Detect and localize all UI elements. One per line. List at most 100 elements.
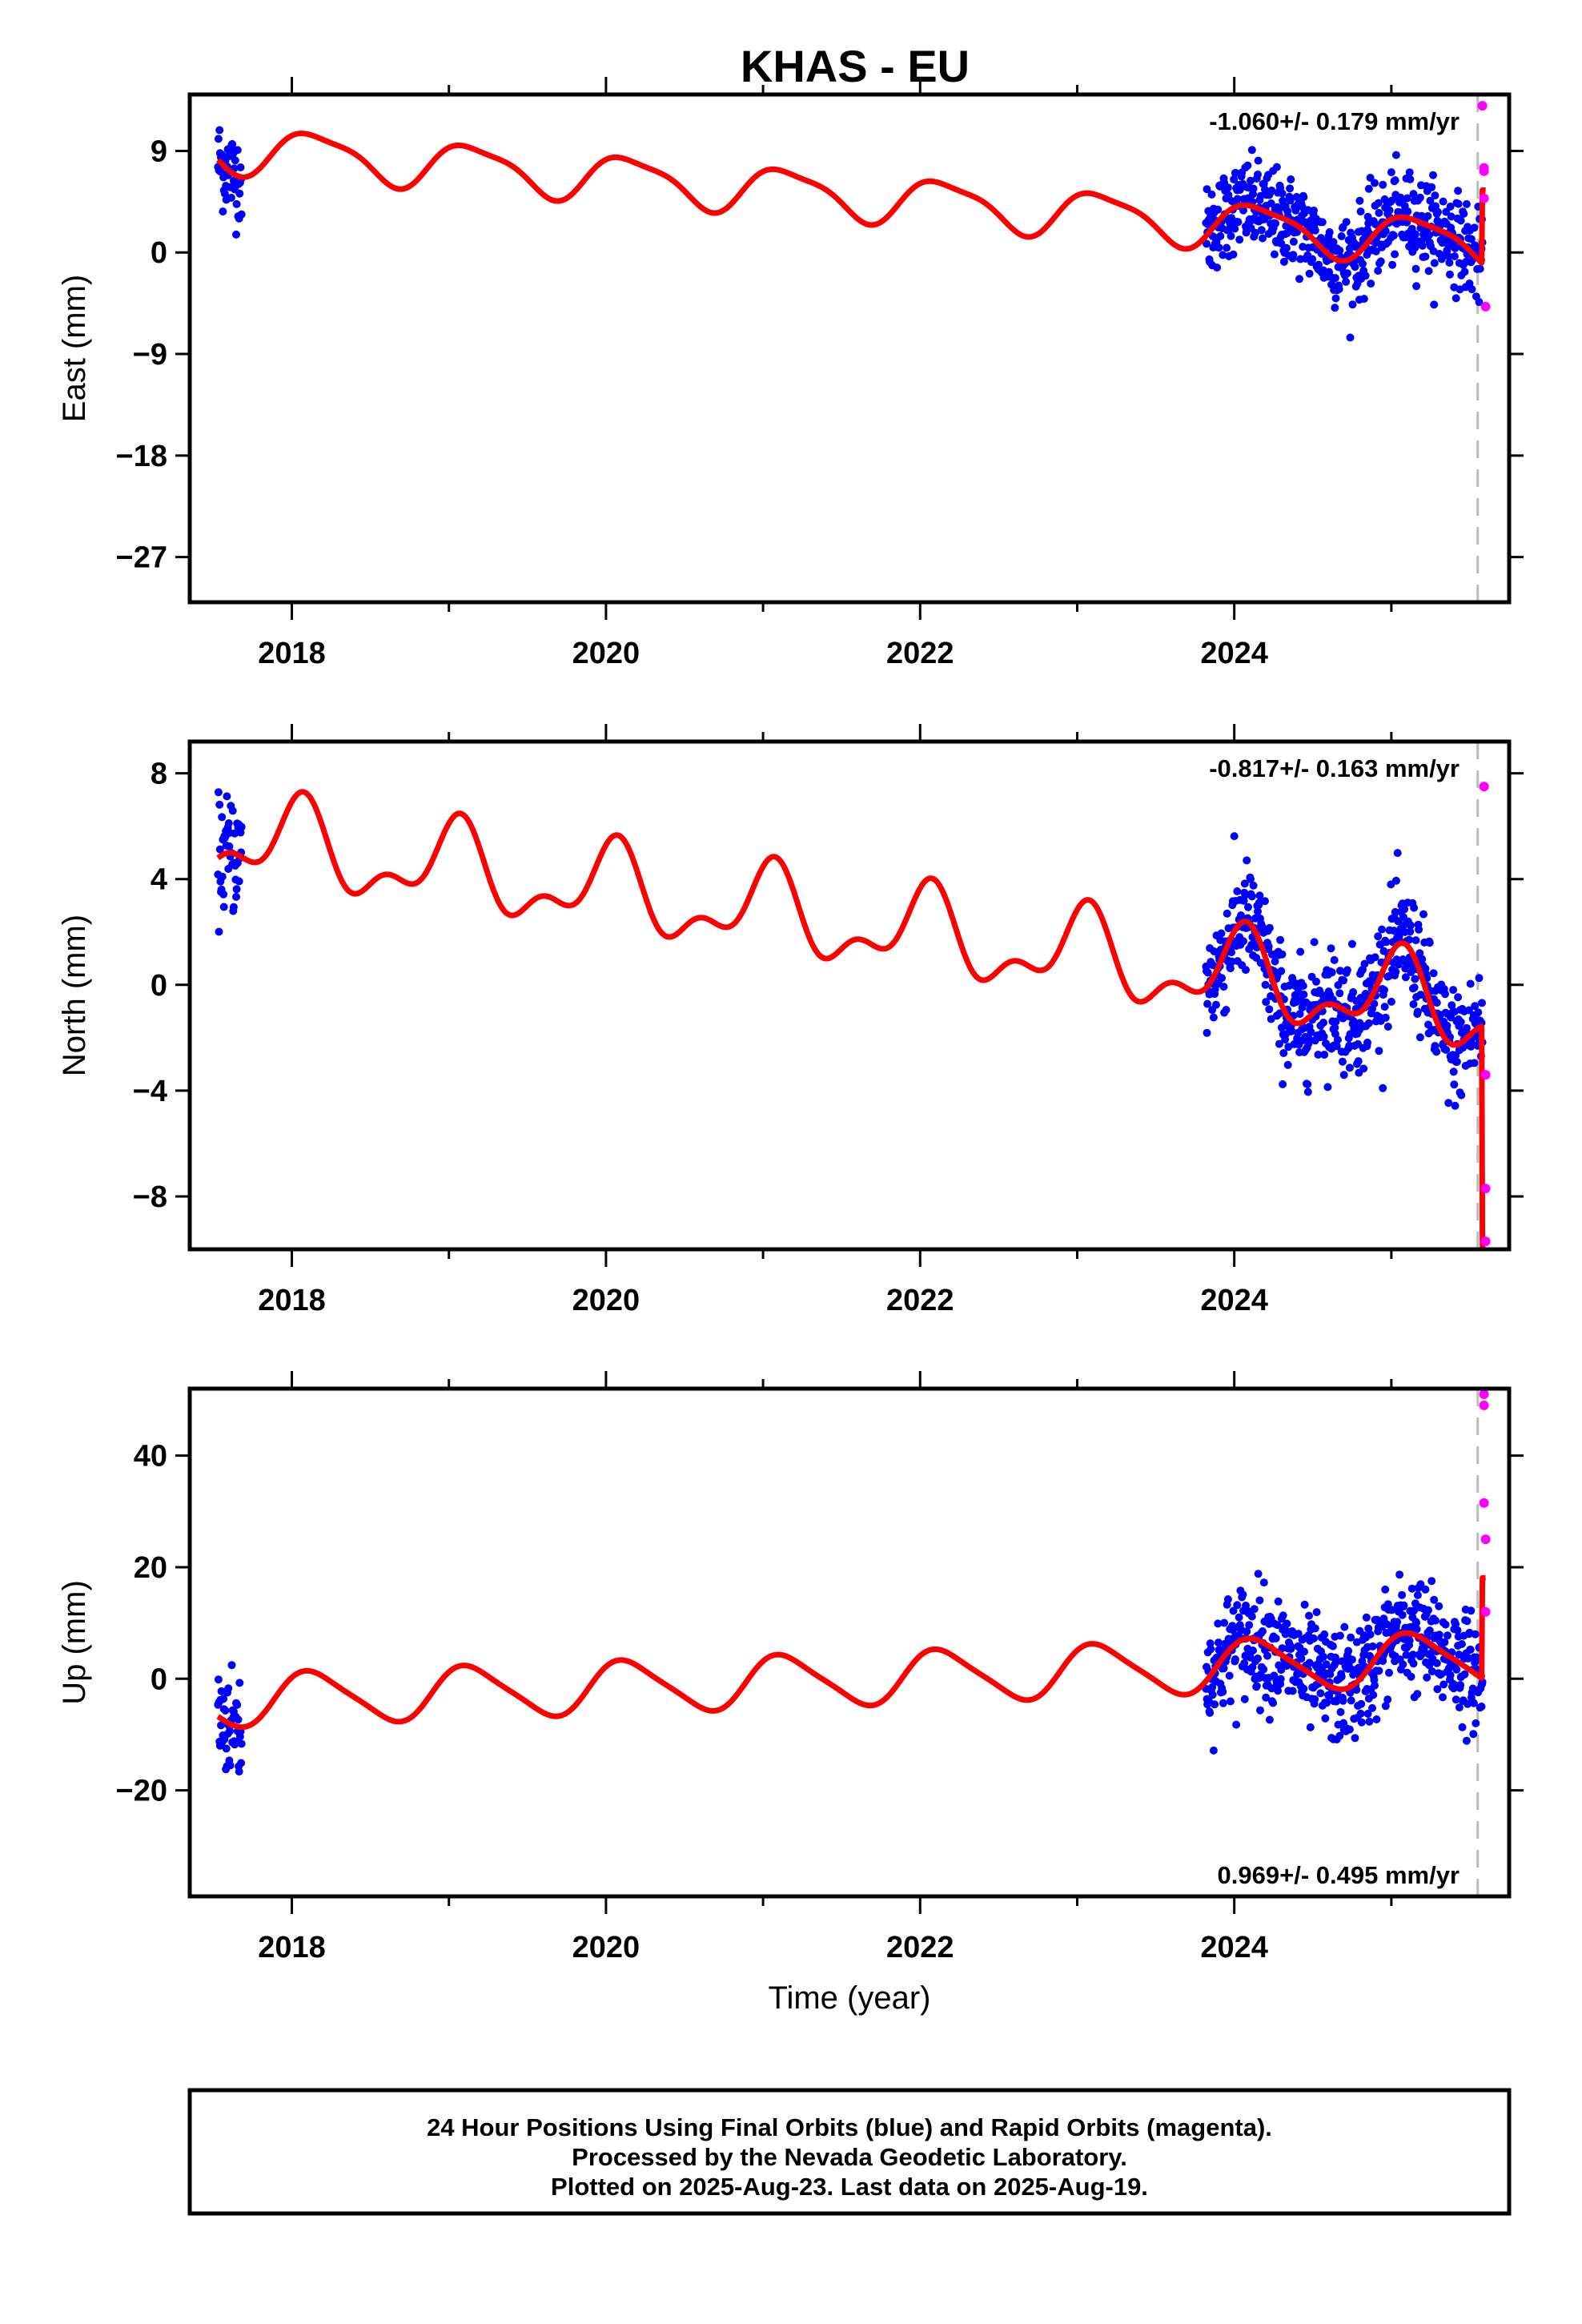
rate-annotation: -0.817+/- 0.163 mm/yr	[1209, 754, 1460, 782]
final-orbit-point	[1444, 1099, 1453, 1108]
final-orbit-point	[1412, 1618, 1421, 1627]
final-orbit-point	[1374, 932, 1383, 941]
final-orbit-point	[1331, 1017, 1340, 1026]
final-orbit-point	[1449, 986, 1458, 995]
final-orbit-point	[1383, 1023, 1392, 1031]
final-orbit-point	[1471, 1002, 1480, 1011]
final-orbit-point	[1387, 168, 1395, 177]
final-orbit-point	[1218, 974, 1227, 983]
final-orbit-point	[1400, 905, 1409, 914]
final-orbit-point	[1337, 232, 1346, 240]
final-orbit-point	[1310, 206, 1318, 215]
final-orbit-point	[1292, 193, 1301, 201]
final-orbit-point	[1310, 1634, 1318, 1642]
final-orbit-point	[235, 877, 243, 886]
final-orbit-point	[1389, 927, 1398, 935]
final-orbit-point	[1203, 1028, 1211, 1037]
final-orbit-point	[1283, 1619, 1291, 1628]
final-orbit-point	[1259, 1627, 1267, 1635]
final-orbit-point	[1279, 257, 1288, 266]
final-orbit-point	[1249, 1647, 1257, 1655]
footer-line-2: Processed by the Nevada Geodetic Laborat…	[572, 2143, 1127, 2171]
rapid-orbit-point	[1479, 782, 1489, 792]
final-orbit-point	[1233, 195, 1242, 203]
final-orbit-point	[1406, 921, 1415, 930]
final-orbit-point	[1343, 269, 1351, 278]
final-orbit-point	[1208, 1691, 1217, 1699]
final-orbit-point	[1372, 1715, 1381, 1723]
final-orbit-point	[1454, 199, 1463, 208]
final-orbit-point	[1405, 1636, 1414, 1645]
final-orbit-point	[1434, 207, 1442, 216]
final-orbit-point	[1347, 1696, 1355, 1705]
final-orbit-point	[1363, 1710, 1372, 1718]
final-orbit-point	[1416, 991, 1425, 999]
rapid-orbit-point	[1477, 101, 1488, 111]
final-orbit-point	[1399, 1601, 1408, 1610]
final-orbit-point	[1287, 175, 1295, 183]
final-orbit-point	[1370, 999, 1379, 1008]
final-orbit-point	[224, 1684, 233, 1693]
final-orbit-point	[1407, 1672, 1415, 1681]
final-orbit-point	[1213, 263, 1222, 272]
final-orbit-point	[1219, 1687, 1227, 1696]
final-orbit-point	[220, 189, 229, 198]
final-orbit-point	[1371, 1681, 1379, 1690]
final-orbit-point	[1443, 1631, 1452, 1640]
final-orbit-point	[1278, 1644, 1287, 1653]
final-orbit-point	[1412, 1625, 1421, 1634]
final-orbit-point	[1452, 294, 1460, 303]
final-orbit-point	[1405, 168, 1414, 177]
final-orbit-point	[222, 1744, 231, 1753]
final-orbit-point	[1247, 892, 1256, 901]
x-tick-label: 2022	[886, 1931, 954, 1964]
final-orbit-point	[1441, 1620, 1450, 1629]
final-orbit-point	[1311, 226, 1319, 235]
final-orbit-point	[219, 1695, 228, 1703]
final-orbit-point	[1262, 998, 1271, 1007]
final-orbit-point	[1421, 252, 1430, 261]
final-orbit-point	[1207, 1645, 1215, 1654]
final-orbit-point	[1462, 199, 1471, 208]
plot-frame	[187, 739, 1512, 1252]
final-orbit-point	[1240, 879, 1249, 888]
final-orbit-point	[1272, 163, 1281, 171]
y-tick-label: 20	[134, 1551, 167, 1585]
final-orbit-point	[232, 885, 241, 894]
final-orbit-point	[228, 806, 237, 815]
final-orbit-point	[235, 1679, 244, 1687]
final-orbit-point	[1265, 1715, 1274, 1724]
final-orbit-point	[232, 230, 240, 239]
final-orbit-point	[1389, 231, 1398, 240]
final-orbit-point	[1271, 957, 1279, 966]
final-orbit-point	[1406, 927, 1415, 936]
final-orbit-point	[224, 819, 233, 827]
final-orbit-point	[1382, 938, 1391, 947]
final-orbit-point	[1467, 1606, 1476, 1615]
final-orbit-point	[1327, 944, 1335, 953]
final-orbit-point	[229, 903, 238, 911]
final-orbit-point	[1230, 832, 1239, 841]
final-orbit-point	[1235, 1613, 1243, 1622]
final-orbit-point	[1447, 1001, 1456, 1010]
final-orbit-point	[232, 199, 241, 208]
final-orbit-point	[1410, 983, 1419, 992]
final-orbit-point	[1323, 1699, 1331, 1707]
final-orbit-point	[1371, 247, 1380, 255]
final-orbit-point	[1427, 183, 1436, 191]
final-orbit-point	[1415, 1033, 1424, 1042]
final-orbit-point	[1240, 1659, 1249, 1667]
final-orbit-point	[1371, 953, 1379, 962]
rapid-orbit-point	[1480, 1236, 1491, 1247]
final-orbit-point	[1357, 1699, 1366, 1708]
final-orbit-point	[1402, 1651, 1411, 1659]
x-tick-label: 2022	[886, 1284, 954, 1317]
final-orbit-point	[1310, 938, 1319, 947]
final-orbit-point	[1413, 1007, 1422, 1016]
final-orbit-point	[1342, 218, 1351, 227]
y-tick-label: 0	[151, 1663, 167, 1696]
final-orbit-point	[1223, 243, 1231, 252]
y-tick-label: −4	[133, 1075, 167, 1108]
final-orbit-point	[1344, 1647, 1353, 1655]
final-orbit-point	[1259, 1665, 1268, 1674]
